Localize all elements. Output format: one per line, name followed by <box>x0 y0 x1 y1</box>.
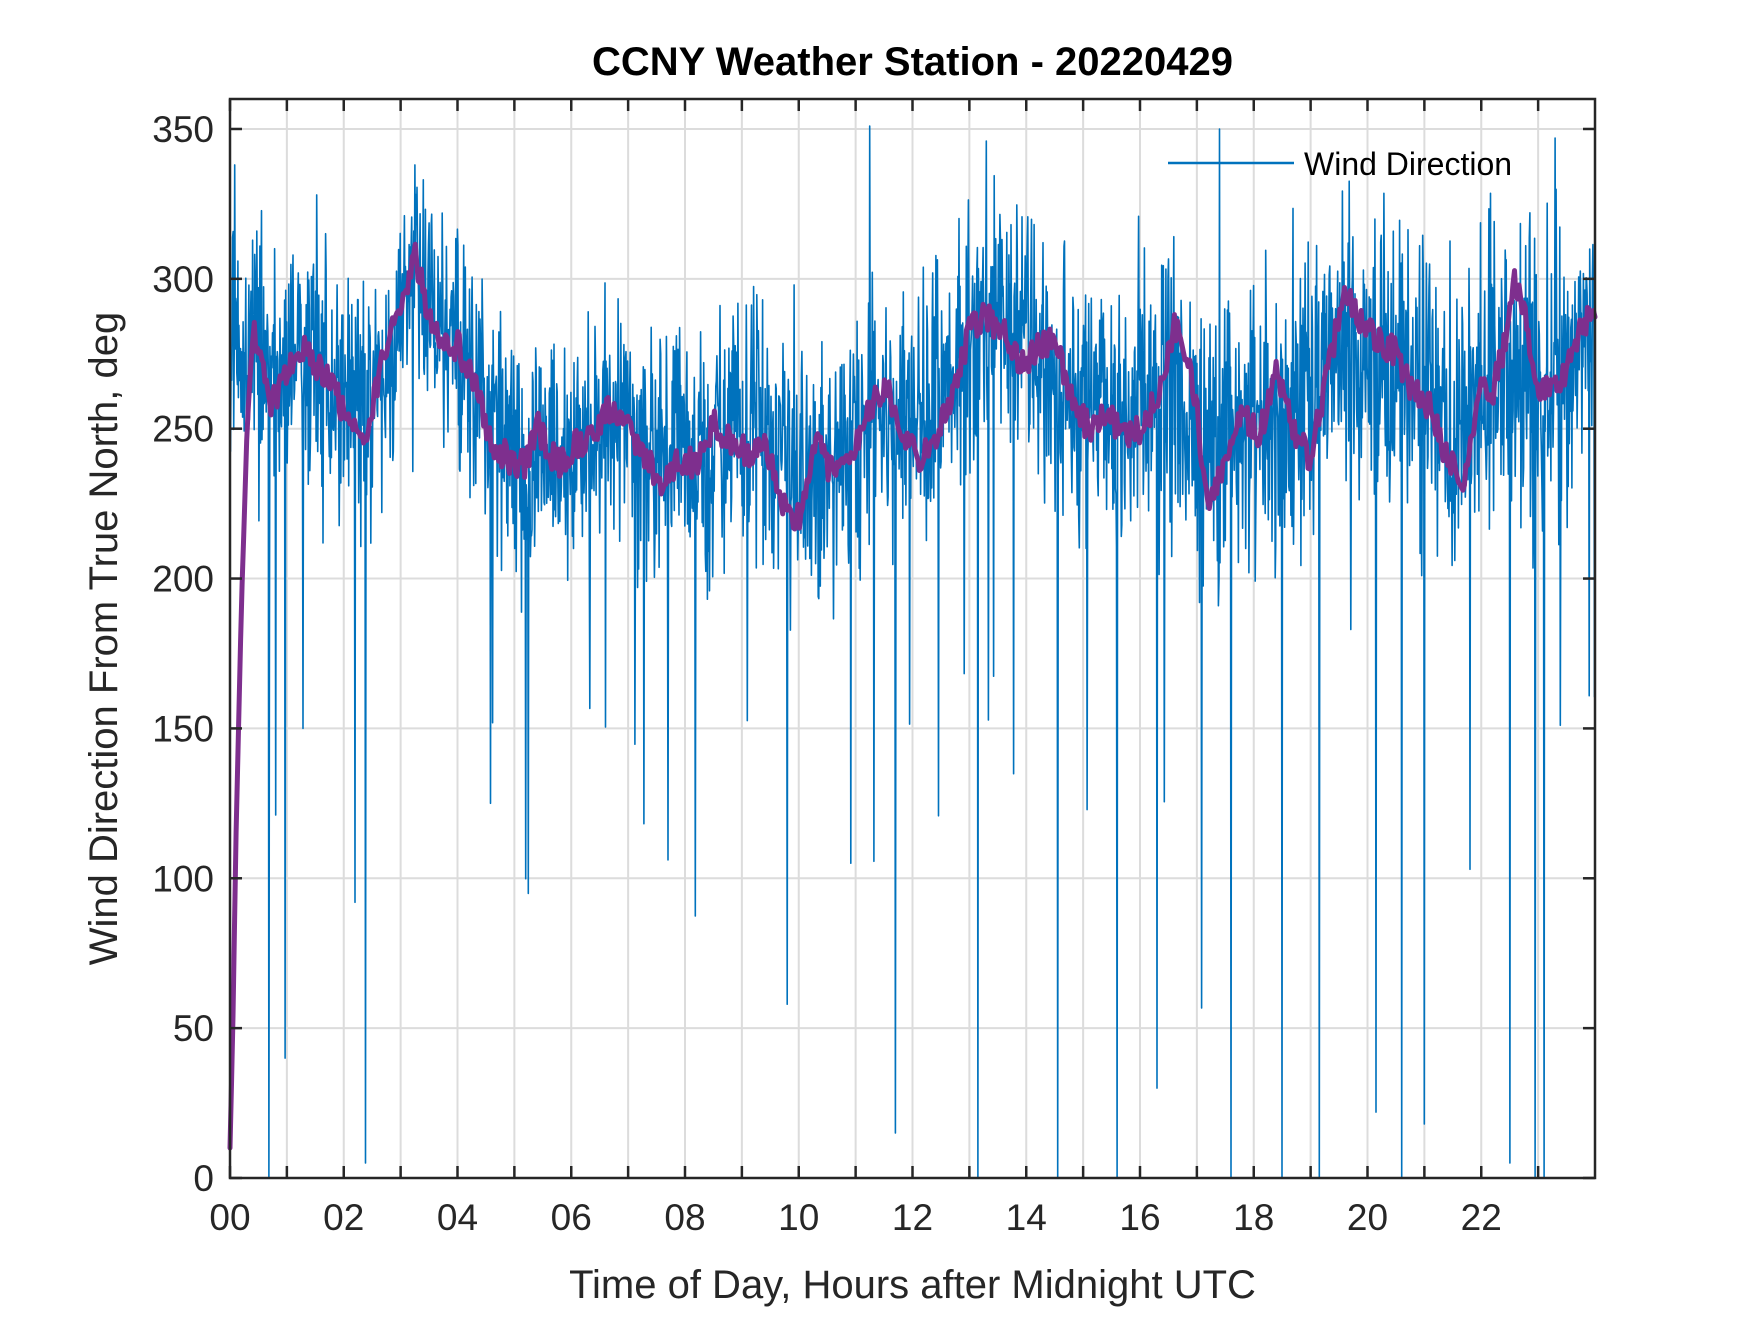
x-tick-label: 16 <box>1119 1197 1160 1238</box>
chart-title: CCNY Weather Station - 20220429 <box>592 40 1233 84</box>
x-tick-label: 00 <box>209 1197 250 1238</box>
y-tick-label: 250 <box>152 409 214 450</box>
x-tick-label: 06 <box>551 1197 592 1238</box>
x-tick-label: 14 <box>1006 1197 1047 1238</box>
x-tick-label: 20 <box>1347 1197 1388 1238</box>
y-tick-label: 50 <box>173 1008 214 1049</box>
x-axis-label: Time of Day, Hours after Midnight UTC <box>569 1263 1256 1307</box>
x-tick-label: 22 <box>1461 1197 1502 1238</box>
y-tick-label: 350 <box>152 109 214 150</box>
legend-label-wind-direction: Wind Direction <box>1304 146 1512 182</box>
y-tick-label: 0 <box>193 1158 214 1199</box>
y-axis-label: Wind Direction From True North, deg <box>82 312 126 966</box>
series-layer <box>227 125 1598 1179</box>
x-tick-label: 04 <box>437 1197 478 1238</box>
y-tick-label: 100 <box>152 858 214 899</box>
x-tick-label: 10 <box>778 1197 819 1238</box>
legend: Wind Direction <box>1168 146 1512 182</box>
x-tick-label: 08 <box>664 1197 705 1238</box>
x-tick-label: 12 <box>892 1197 933 1238</box>
tick-layer: 00 02 04 06 08 10 12 14 16 18 20 22 0 50 100 150 200 250 3… <box>152 99 1595 1238</box>
y-tick-label: 150 <box>152 708 214 749</box>
y-tick-label: 200 <box>152 559 214 600</box>
y-tick-label: 300 <box>152 259 214 300</box>
series-line-moving-average <box>227 241 1598 1151</box>
x-tick-label: 02 <box>323 1197 364 1238</box>
x-tick-label: 18 <box>1233 1197 1274 1238</box>
